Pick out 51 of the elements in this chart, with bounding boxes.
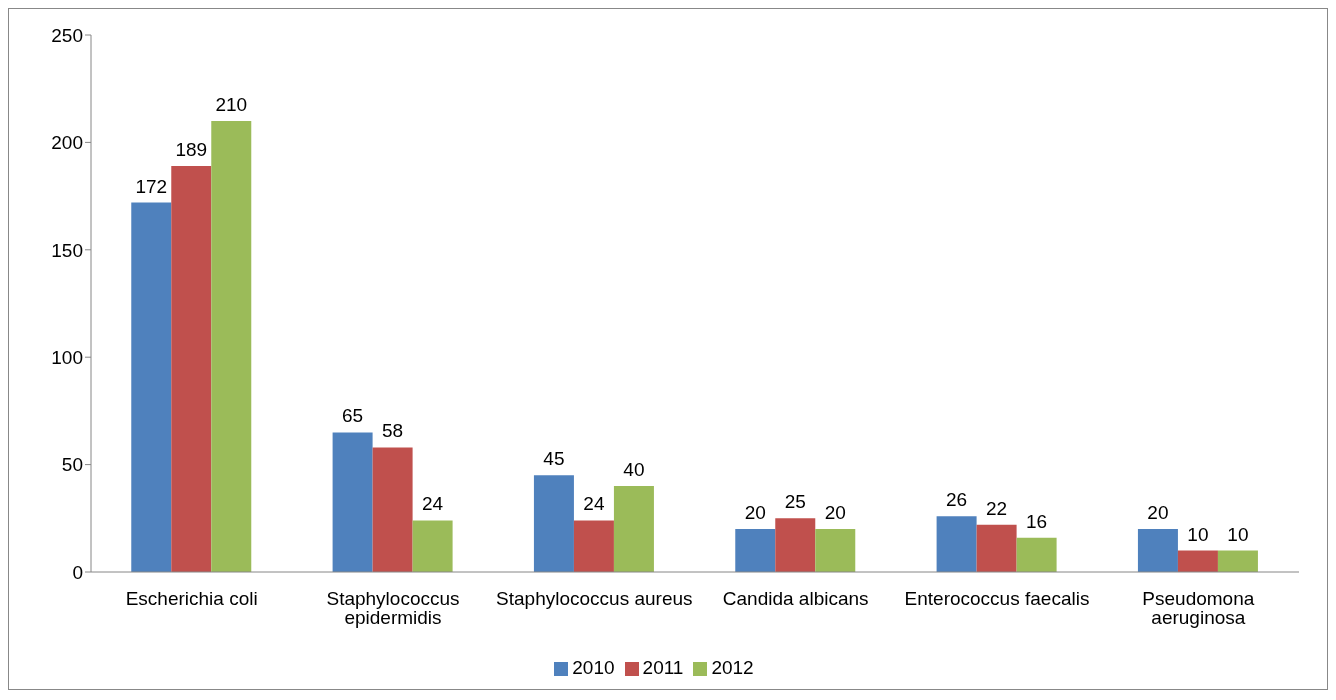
data-label: 40 — [623, 459, 645, 481]
data-label: 26 — [946, 489, 968, 511]
bar — [1177, 550, 1218, 572]
bar — [1217, 550, 1258, 572]
data-label: 10 — [1227, 523, 1249, 545]
data-label: 20 — [824, 502, 846, 524]
data-label: 45 — [543, 448, 565, 470]
bar — [372, 447, 413, 572]
bar — [171, 166, 212, 572]
bar — [573, 520, 614, 572]
data-label: 10 — [1187, 523, 1209, 545]
bar — [735, 529, 776, 572]
data-label: 172 — [135, 175, 168, 197]
bar — [613, 486, 654, 572]
y-tick-label: 200 — [51, 132, 83, 154]
y-tick-label: 100 — [51, 346, 83, 368]
bar — [976, 524, 1017, 572]
y-tick-label: 0 — [72, 561, 83, 583]
data-label: 20 — [744, 502, 766, 524]
bar — [412, 520, 453, 572]
legend-label: 2011 — [642, 657, 684, 678]
x-tick-label: Enterococcus faecalis — [904, 588, 1090, 610]
bar — [775, 518, 816, 572]
y-tick-label: 50 — [61, 454, 83, 476]
legend-label: 2010 — [572, 657, 615, 678]
bar — [533, 475, 574, 572]
bar — [1016, 537, 1057, 572]
data-label: 20 — [1147, 502, 1169, 524]
data-label: 16 — [1026, 510, 1048, 532]
y-tick-label: 150 — [51, 239, 83, 261]
data-label: 22 — [986, 497, 1008, 519]
bar — [211, 120, 252, 572]
x-tick-label: Candida albicans — [722, 588, 869, 610]
x-tick-label: Staphylococcus aureus — [496, 588, 693, 610]
data-label: 24 — [422, 493, 444, 515]
x-tick-label: Staphylococcus epidermidis — [326, 588, 460, 629]
data-label: 24 — [583, 493, 605, 515]
data-label: 210 — [215, 93, 248, 115]
y-tick-label: 250 — [51, 24, 83, 46]
bar — [815, 529, 856, 572]
data-label: 58 — [382, 420, 404, 442]
bar — [936, 516, 977, 572]
x-tick-label: Pseudomona aeruginosa — [1142, 588, 1255, 629]
data-label: 25 — [784, 491, 806, 513]
legend-label: 2012 — [711, 657, 754, 678]
bar — [332, 432, 373, 572]
x-tick-label: Escherichia coli — [125, 588, 258, 610]
bar — [1137, 529, 1178, 572]
data-label: 65 — [342, 405, 364, 427]
data-label: 189 — [175, 139, 208, 161]
bar — [131, 202, 172, 572]
